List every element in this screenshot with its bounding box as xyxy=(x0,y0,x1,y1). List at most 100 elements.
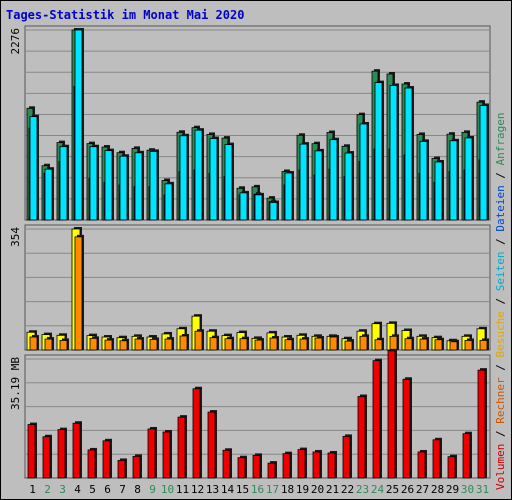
bar-rechner xyxy=(44,338,53,351)
bar-seiten xyxy=(254,194,263,221)
bar-rechner xyxy=(149,339,158,351)
bar-seiten xyxy=(419,140,428,221)
bar-rechner xyxy=(179,335,188,351)
day-label: 11 xyxy=(176,483,189,496)
bar-volumen xyxy=(417,451,426,479)
bar-volumen xyxy=(42,436,51,479)
side-legend-part: Anfragen xyxy=(494,112,507,165)
bar-seiten xyxy=(479,105,488,221)
bar-seiten xyxy=(179,135,188,221)
bar-volumen xyxy=(297,449,306,479)
bar-volumen xyxy=(387,350,396,479)
bar-rechner xyxy=(164,338,173,351)
side-legend-part: / xyxy=(494,291,507,311)
day-label: 12 xyxy=(191,483,204,496)
chart-title: Tages-Statistik im Monat Mai 2020 xyxy=(6,8,244,22)
bar-seiten xyxy=(119,155,128,221)
bar-volumen xyxy=(237,457,246,479)
bar-volumen xyxy=(177,416,186,479)
day-label: 25 xyxy=(386,483,399,496)
day-label: 5 xyxy=(89,483,96,496)
day-label: 26 xyxy=(401,483,414,496)
bar-rechner xyxy=(104,339,113,351)
bar-rechner xyxy=(344,340,353,351)
y-tick-label: 354 xyxy=(9,227,22,247)
bar-rechner xyxy=(434,339,443,351)
bar-seiten xyxy=(374,82,383,221)
day-label: 1 xyxy=(29,483,36,496)
bar-seiten xyxy=(239,192,248,221)
bar-rechner xyxy=(449,341,458,351)
day-label: 21 xyxy=(326,483,339,496)
bar-seiten xyxy=(164,183,173,221)
bar-volumen xyxy=(357,396,366,479)
bar-rechner xyxy=(224,338,233,351)
day-label: 4 xyxy=(74,483,81,496)
bar-seiten xyxy=(269,202,278,221)
side-legend-part: Rechner xyxy=(494,377,507,424)
day-label-row: 1 2 3 4 5 6 7 8 9 10 11 12 13 14 15 16 17 18 19 20 21 22 23 24 2… xyxy=(29,483,489,496)
bar-volumen xyxy=(267,462,276,479)
day-label: 31 xyxy=(476,483,489,496)
bar-volumen xyxy=(72,422,81,479)
bottom-panel: 35.19 MB xyxy=(9,348,491,479)
bar-volumen xyxy=(27,424,36,479)
bar-seiten xyxy=(74,29,83,221)
bar-volumen xyxy=(252,454,261,479)
bar-rechner xyxy=(209,337,218,351)
day-label: 13 xyxy=(206,483,219,496)
side-legend-part: Seiten xyxy=(494,252,507,292)
day-label: 29 xyxy=(446,483,459,496)
day-label: 8 xyxy=(134,483,141,496)
bar-seiten xyxy=(89,146,98,221)
day-label: 24 xyxy=(371,483,385,496)
middle-panel: 354 xyxy=(9,224,491,351)
bar-rechner xyxy=(269,337,278,351)
bar-seiten xyxy=(344,152,353,221)
day-label: 27 xyxy=(416,483,429,496)
bar-volumen xyxy=(447,456,456,479)
bar-seiten xyxy=(464,137,473,221)
bar-seiten xyxy=(329,139,338,221)
bar-volumen xyxy=(462,433,471,479)
bar-seiten xyxy=(434,161,443,221)
side-legend-part: / xyxy=(494,424,507,444)
bar-seiten xyxy=(284,172,293,221)
bar-volumen xyxy=(162,431,171,479)
bar-seiten xyxy=(449,140,458,221)
bar-seiten xyxy=(404,87,413,221)
bar-rechner xyxy=(134,338,143,351)
day-label: 17 xyxy=(266,483,279,496)
bar-seiten xyxy=(59,146,68,221)
bar-seiten xyxy=(29,116,38,221)
bar-volumen xyxy=(132,455,141,479)
middle-panel-background xyxy=(24,224,491,351)
bar-volumen xyxy=(312,451,321,479)
bar-rechner xyxy=(314,337,323,351)
day-label: 14 xyxy=(221,483,235,496)
day-label: 20 xyxy=(311,483,324,496)
side-legend-part: / xyxy=(494,165,507,185)
bar-rechner xyxy=(389,335,398,351)
side-legend-part: Besuche xyxy=(494,311,507,357)
bar-seiten xyxy=(389,85,398,221)
day-label: 7 xyxy=(119,483,126,496)
bar-rechner xyxy=(29,336,38,351)
day-label: 19 xyxy=(296,483,309,496)
bar-seiten xyxy=(104,150,113,221)
day-label: 23 xyxy=(356,483,369,496)
bar-volumen xyxy=(327,452,336,479)
bar-rechner xyxy=(119,340,128,351)
bar-volumen xyxy=(372,360,381,479)
bar-rechner xyxy=(194,330,203,351)
day-label: 9 xyxy=(149,483,156,496)
bar-rechner xyxy=(479,340,488,351)
bar-volumen xyxy=(87,449,96,479)
day-label: 10 xyxy=(161,483,174,496)
day-label: 15 xyxy=(236,483,249,496)
bar-seiten xyxy=(359,123,368,221)
day-label: 18 xyxy=(281,483,294,496)
bar-seiten xyxy=(299,143,308,221)
bar-seiten xyxy=(134,152,143,221)
